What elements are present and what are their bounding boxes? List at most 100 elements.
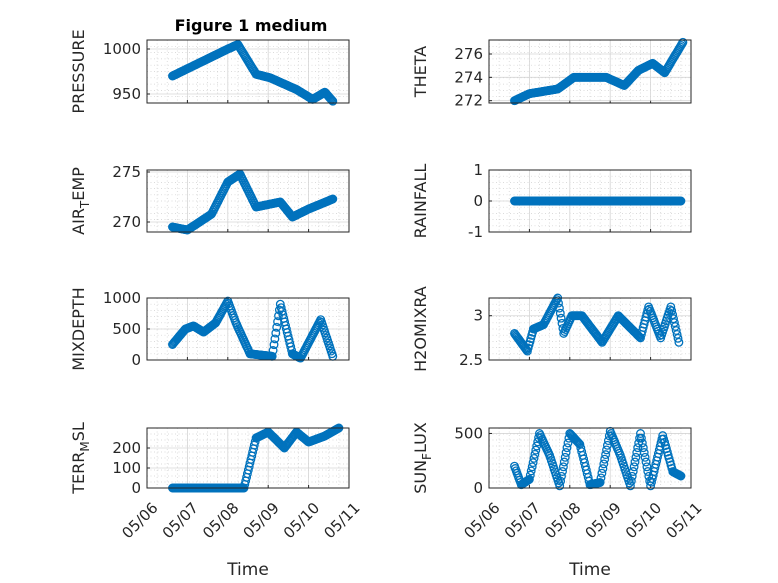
- x-tick-label: 05/08: [541, 499, 584, 542]
- data-point: [597, 468, 607, 478]
- y-tick-label: 0: [131, 479, 141, 497]
- subplot-sun-flux: 0 500 SUNFLUX 05/0605/0705/0805/0905/1005/1…: [411, 422, 706, 580]
- axes-box: [146, 39, 350, 104]
- data-point: [526, 466, 536, 476]
- x-tick-label: 05/07: [159, 499, 202, 542]
- data-point: [669, 318, 679, 328]
- subplot-mixdepth: 0 500 1000 MIXDEPTH: [69, 287, 350, 371]
- data-point: [574, 438, 584, 448]
- data-point: [627, 471, 637, 481]
- x-tick-label: 05/11: [662, 499, 705, 542]
- x-tick-label: 05/08: [199, 499, 242, 542]
- data-point: [670, 322, 680, 331]
- data-point: [637, 438, 647, 448]
- data-point: [633, 443, 643, 453]
- data-point: [328, 96, 338, 106]
- data-point: [554, 298, 563, 308]
- data-point: [557, 471, 566, 481]
- y-tick-label: 500: [454, 424, 483, 442]
- data-point: [268, 346, 278, 355]
- data-point: [558, 462, 568, 472]
- y-axis-label: MIXDEPTH: [69, 287, 88, 370]
- data-point: [572, 436, 582, 446]
- axes-box: [146, 297, 350, 361]
- data-point: [595, 478, 605, 487]
- data-point: [556, 476, 566, 486]
- data-point: [599, 459, 609, 469]
- data-point: [667, 306, 677, 316]
- data-point: [628, 467, 638, 476]
- x-tick-label: 05/06: [118, 499, 161, 542]
- data-point: [525, 470, 535, 480]
- data-point: [630, 457, 640, 467]
- x-tick-label: 05/10: [280, 499, 323, 542]
- data-point: [638, 443, 648, 453]
- data-point: [602, 440, 612, 450]
- y-tick-label: 2.5: [459, 351, 483, 369]
- x-tick-label: 05/11: [320, 499, 363, 542]
- data-point: [325, 93, 335, 103]
- data-point: [631, 452, 641, 462]
- data-point: [676, 196, 686, 206]
- y-axis-label: RAINFALL: [411, 164, 430, 239]
- data-point: [555, 481, 565, 491]
- data-point: [271, 328, 281, 338]
- data-point: [529, 453, 539, 463]
- data-point: [672, 329, 682, 339]
- y-axis-label: AIRTEMP: [69, 167, 92, 235]
- x-tick-label: 05/09: [582, 499, 625, 542]
- data-point: [272, 322, 282, 332]
- y-tick-label: 272: [454, 92, 483, 110]
- y-tick-label: 100: [112, 459, 141, 477]
- y-tick-label: 0: [473, 192, 483, 210]
- y-tick-label: 276: [454, 45, 483, 63]
- y-axis-label: SUNFLUX: [411, 422, 434, 494]
- x-axis-label: Time: [226, 560, 269, 580]
- axes-box: [488, 427, 692, 489]
- x-tick-label: 05/06: [460, 499, 503, 542]
- subplot-pressure: 950 1000 PRESSURE: [69, 29, 350, 114]
- x-axis-label: Time: [568, 560, 611, 580]
- data-point: [625, 481, 635, 491]
- data-point: [601, 450, 611, 460]
- data-point: [528, 458, 538, 468]
- data-point: [562, 443, 572, 453]
- subplot-theta: 272 274 276 THETA: [411, 37, 692, 110]
- subplot-air-temp: 270 275 AIRTEMP: [69, 163, 350, 235]
- data-point: [598, 464, 608, 474]
- axes-box: [488, 169, 692, 233]
- data-point: [602, 445, 611, 455]
- y-axis-label: TERRMSL: [69, 422, 92, 495]
- data-point: [556, 313, 566, 323]
- y-tick-label: 1000: [103, 289, 141, 307]
- subplot-rainfall: -1 0 1 RAINFALL: [411, 161, 692, 241]
- axes-box: [488, 297, 692, 361]
- y-tick-label: 270: [112, 213, 141, 231]
- data-point: [522, 345, 531, 355]
- data-point: [600, 454, 610, 464]
- data-point: [563, 438, 573, 448]
- x-tick-label: 05/07: [501, 499, 544, 542]
- data-point: [640, 452, 650, 462]
- data-point: [328, 194, 338, 204]
- data-point: [676, 471, 686, 481]
- data-point: [530, 449, 540, 459]
- y-tick-label: 500: [112, 320, 141, 338]
- data-point: [636, 429, 645, 438]
- data-point: [639, 448, 649, 457]
- y-tick-label: 275: [112, 163, 141, 181]
- data-point: [641, 457, 651, 467]
- y-tick-label: 1: [473, 161, 483, 179]
- y-tick-label: 3: [473, 307, 483, 325]
- data-point: [561, 448, 571, 457]
- y-tick-label: 950: [112, 85, 141, 103]
- data-point: [531, 445, 541, 455]
- y-tick-label: -1: [468, 223, 483, 241]
- data-point: [327, 95, 337, 105]
- data-point: [555, 308, 565, 318]
- data-point: [636, 433, 646, 443]
- y-tick-label: 0: [473, 479, 483, 497]
- axes-box: [146, 169, 350, 233]
- axes-box: [146, 427, 350, 489]
